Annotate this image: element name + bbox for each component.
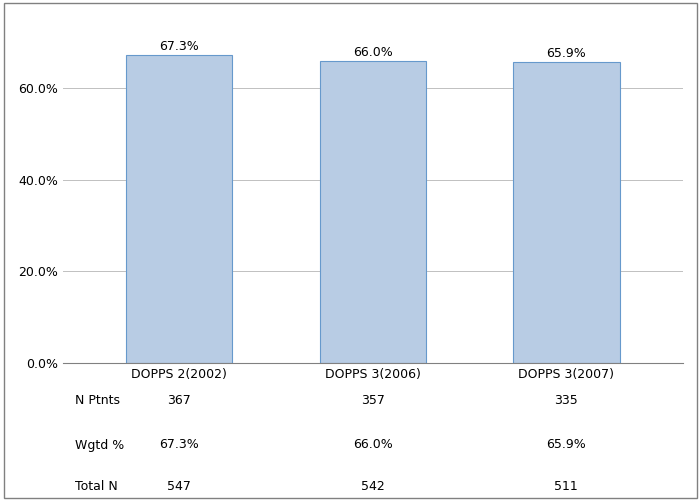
Text: 66.0%: 66.0% bbox=[353, 438, 393, 452]
Text: 511: 511 bbox=[554, 480, 578, 493]
Bar bbox=[126, 55, 232, 362]
Text: 67.3%: 67.3% bbox=[160, 438, 199, 452]
Bar bbox=[513, 62, 620, 362]
Text: N Ptnts: N Ptnts bbox=[76, 394, 120, 407]
Bar bbox=[319, 61, 426, 362]
Text: 335: 335 bbox=[554, 394, 578, 407]
Text: 542: 542 bbox=[361, 480, 384, 493]
Text: 547: 547 bbox=[167, 480, 191, 493]
Text: 65.9%: 65.9% bbox=[547, 438, 586, 452]
Text: 367: 367 bbox=[167, 394, 191, 407]
Text: Total N: Total N bbox=[76, 480, 118, 493]
Text: Wgtd %: Wgtd % bbox=[76, 438, 125, 452]
Text: 66.0%: 66.0% bbox=[353, 46, 393, 60]
Text: 357: 357 bbox=[360, 394, 385, 407]
Text: 65.9%: 65.9% bbox=[547, 46, 586, 60]
Text: 67.3%: 67.3% bbox=[160, 40, 199, 54]
